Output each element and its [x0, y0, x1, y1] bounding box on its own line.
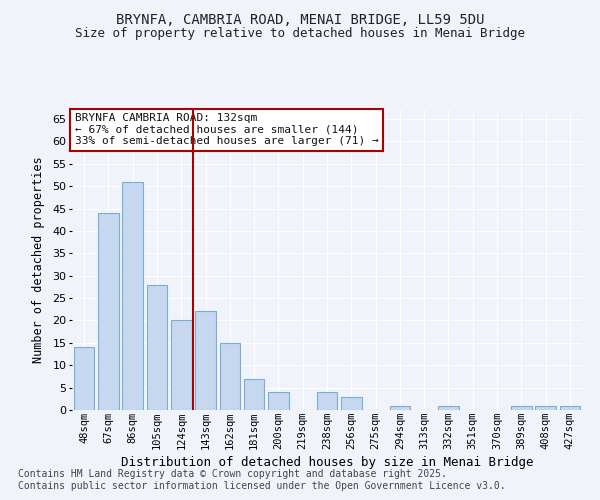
- Bar: [122, 182, 143, 410]
- Bar: [560, 406, 580, 410]
- Text: BRYNFA CAMBRIA ROAD: 132sqm
← 67% of detached houses are smaller (144)
33% of se: BRYNFA CAMBRIA ROAD: 132sqm ← 67% of det…: [74, 113, 379, 146]
- Text: Contains HM Land Registry data © Crown copyright and database right 2025.: Contains HM Land Registry data © Crown c…: [18, 469, 447, 479]
- Bar: [268, 392, 289, 410]
- Bar: [98, 213, 119, 410]
- Bar: [389, 406, 410, 410]
- Bar: [511, 406, 532, 410]
- Bar: [317, 392, 337, 410]
- Bar: [220, 343, 240, 410]
- Text: Size of property relative to detached houses in Menai Bridge: Size of property relative to detached ho…: [75, 28, 525, 40]
- Text: Contains public sector information licensed under the Open Government Licence v3: Contains public sector information licen…: [18, 481, 506, 491]
- Text: BRYNFA, CAMBRIA ROAD, MENAI BRIDGE, LL59 5DU: BRYNFA, CAMBRIA ROAD, MENAI BRIDGE, LL59…: [116, 12, 484, 26]
- X-axis label: Distribution of detached houses by size in Menai Bridge: Distribution of detached houses by size …: [121, 456, 533, 469]
- Bar: [244, 378, 265, 410]
- Y-axis label: Number of detached properties: Number of detached properties: [32, 156, 46, 364]
- Bar: [171, 320, 191, 410]
- Bar: [74, 348, 94, 410]
- Bar: [195, 312, 216, 410]
- Bar: [341, 396, 362, 410]
- Bar: [146, 284, 167, 410]
- Bar: [438, 406, 459, 410]
- Bar: [535, 406, 556, 410]
